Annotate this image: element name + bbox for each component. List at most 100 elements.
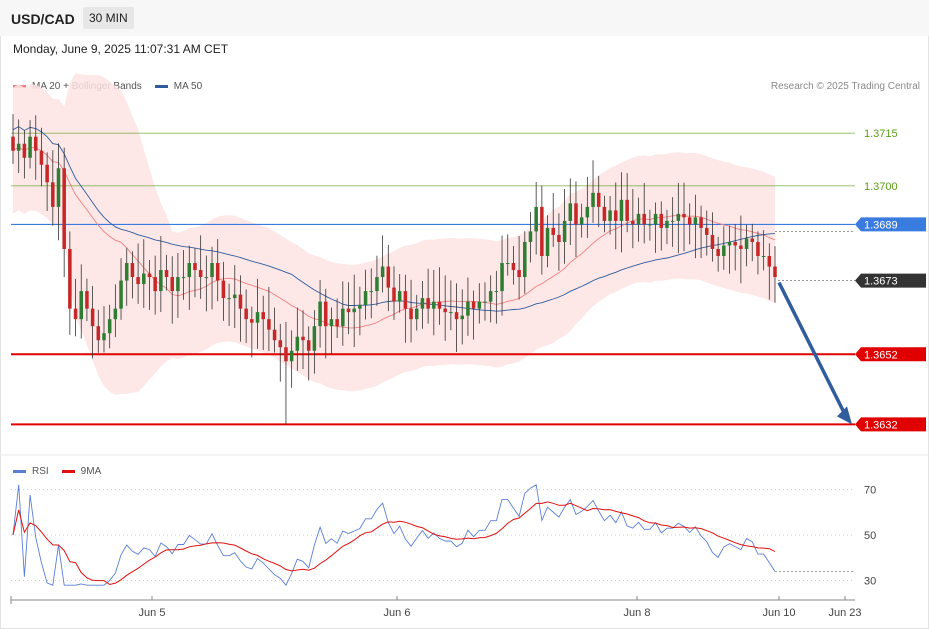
level-label-5: 1.3632	[864, 419, 898, 431]
level-label-3: 1.3673	[864, 276, 898, 288]
candle-body	[619, 199, 624, 221]
candle-body	[79, 291, 84, 320]
candle-body	[454, 312, 459, 320]
candle-body	[380, 266, 385, 278]
candle-body	[608, 210, 612, 221]
symbol-label: USD/CAD	[11, 11, 75, 27]
legend-swatch-rsi	[13, 470, 26, 473]
candle-body	[90, 308, 95, 327]
candle-body	[733, 241, 737, 246]
candle-body	[773, 266, 777, 278]
candle-body	[312, 326, 317, 351]
legend-label-ma50: MA 50	[173, 81, 203, 92]
candle-body	[153, 277, 157, 292]
candle-body	[375, 277, 379, 292]
candle-body	[449, 312, 453, 314]
candle-body	[500, 263, 504, 292]
candle-body	[238, 294, 243, 309]
candle-body	[113, 308, 118, 320]
projection-arrow-head	[837, 406, 852, 425]
candle-body	[466, 301, 470, 316]
candle-body	[562, 220, 567, 242]
candle-body	[250, 319, 254, 323]
candle-body	[750, 238, 755, 242]
candle-body	[341, 308, 345, 327]
candle-body	[51, 182, 55, 207]
candle-body	[107, 319, 112, 334]
candle-body	[596, 192, 601, 207]
candle-body	[16, 143, 21, 151]
candle-body	[540, 206, 544, 256]
x-tick-label: Jun 5	[139, 607, 166, 619]
candle-body	[33, 136, 38, 151]
candle-body	[625, 199, 629, 221]
candle-body	[233, 294, 237, 299]
current-price-tag	[855, 273, 926, 288]
rsi-tick-label: 70	[864, 484, 876, 496]
x-tick-label: Jun 8	[624, 607, 651, 619]
candle-body	[147, 273, 152, 278]
candle-body	[102, 333, 106, 341]
candle-body	[545, 227, 550, 256]
candle-body	[488, 291, 493, 302]
candle-body	[261, 312, 265, 320]
candle-body	[585, 206, 590, 218]
candle-body	[397, 291, 402, 302]
level-label-1: 1.3700	[864, 181, 898, 193]
candle-body	[136, 277, 140, 285]
candle-body	[534, 206, 538, 232]
candle-body	[284, 347, 288, 362]
candle-body	[170, 277, 174, 292]
candle-body	[636, 213, 641, 225]
candle-body	[39, 150, 44, 165]
candle-body	[670, 220, 675, 222]
candle-body	[471, 301, 476, 309]
candle-body	[215, 263, 220, 281]
candle-body	[164, 270, 169, 278]
candle-body	[727, 241, 732, 246]
candle-body	[221, 280, 226, 299]
candle-body	[460, 315, 465, 320]
candle-body	[272, 329, 277, 341]
pivot-tag	[855, 217, 926, 232]
candle-body	[744, 238, 749, 249]
candle-body	[392, 287, 396, 302]
candle-body	[722, 245, 726, 256]
candle-body	[159, 270, 163, 292]
candle-body	[244, 308, 248, 320]
candle-body	[687, 217, 692, 225]
candle-body	[693, 217, 698, 225]
candle-body	[676, 213, 681, 221]
rsi-tick-label: 50	[864, 530, 876, 542]
candle-body	[301, 336, 305, 341]
candle-body	[363, 291, 368, 306]
projection-arrow-line	[777, 281, 847, 416]
candle-body	[210, 263, 214, 278]
candle-body	[528, 231, 533, 242]
legend-item-ma50: MA 50	[154, 81, 203, 92]
candle-body	[574, 203, 578, 225]
candle-body	[631, 220, 635, 225]
chart-header: USD/CAD 30 MIN	[0, 0, 929, 36]
candle-body	[414, 308, 419, 320]
timeframe-button[interactable]: 30 MIN	[83, 7, 134, 29]
level-label-4: 1.3652	[864, 349, 898, 361]
candle-body	[386, 266, 391, 288]
level-label-2: 1.3689	[864, 219, 898, 231]
rsi-9ma-line	[12, 501, 776, 586]
timestamp: Monday, June 9, 2025 11:07:31 AM CET	[13, 42, 229, 56]
legend-label-9ma: 9MA	[80, 466, 102, 477]
legend-swatch-ma50	[154, 85, 168, 88]
candle-body	[358, 305, 362, 309]
candle-body	[73, 308, 78, 320]
candle-body	[204, 277, 209, 279]
candle-body	[568, 203, 573, 221]
rsi-legend: RSI 9MA	[13, 466, 114, 477]
candle-body	[659, 213, 664, 228]
research-credit: Research © 2025 Trading Central	[770, 81, 920, 92]
candle-body	[62, 168, 66, 249]
candle-body	[409, 308, 413, 320]
candle-body	[352, 308, 356, 313]
candle-body	[369, 291, 374, 293]
